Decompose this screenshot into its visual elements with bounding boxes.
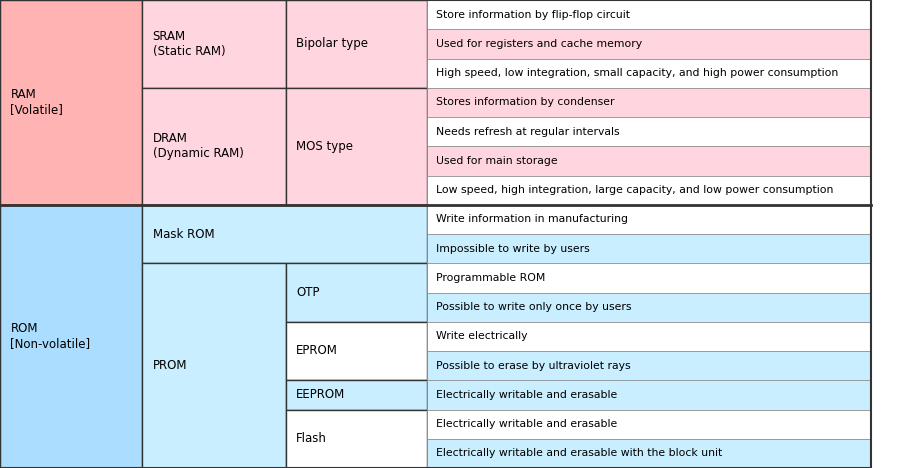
Text: RAM
[Volatile]: RAM [Volatile] bbox=[10, 88, 63, 117]
Text: Bipolar type: Bipolar type bbox=[297, 37, 368, 51]
Text: ROM
[Non-volatile]: ROM [Non-volatile] bbox=[10, 322, 91, 351]
Text: OTP: OTP bbox=[297, 286, 319, 299]
Text: Flash: Flash bbox=[297, 432, 327, 445]
Bar bbox=[427, 117, 871, 146]
Bar bbox=[285, 380, 427, 410]
Bar bbox=[427, 205, 871, 234]
Text: Stores information by condenser: Stores information by condenser bbox=[436, 97, 614, 107]
Bar bbox=[285, 322, 427, 380]
Text: Mask ROM: Mask ROM bbox=[152, 227, 214, 241]
Bar bbox=[142, 88, 285, 205]
Text: Programmable ROM: Programmable ROM bbox=[436, 273, 545, 283]
Text: PROM: PROM bbox=[152, 359, 187, 372]
Bar bbox=[142, 263, 285, 468]
Bar bbox=[427, 263, 871, 292]
Bar bbox=[0, 0, 142, 205]
Text: DRAM
(Dynamic RAM): DRAM (Dynamic RAM) bbox=[152, 132, 243, 160]
Bar bbox=[427, 176, 871, 205]
Bar bbox=[285, 410, 427, 468]
Bar bbox=[427, 292, 871, 322]
Text: Used for main storage: Used for main storage bbox=[436, 156, 557, 166]
Bar bbox=[285, 0, 427, 88]
Text: Write information in manufacturing: Write information in manufacturing bbox=[436, 214, 628, 224]
Text: SRAM
(Static RAM): SRAM (Static RAM) bbox=[152, 30, 225, 58]
Text: Possible to write only once by users: Possible to write only once by users bbox=[436, 302, 632, 312]
Bar bbox=[142, 0, 285, 88]
Bar bbox=[427, 0, 871, 29]
Bar bbox=[427, 234, 871, 263]
Bar bbox=[427, 88, 871, 117]
Bar bbox=[427, 322, 871, 351]
Bar bbox=[285, 263, 427, 322]
Bar bbox=[427, 380, 871, 410]
Text: EPROM: EPROM bbox=[297, 344, 338, 358]
Text: Store information by flip-flop circuit: Store information by flip-flop circuit bbox=[436, 10, 630, 20]
Text: MOS type: MOS type bbox=[297, 140, 353, 153]
Text: Electrically writable and erasable: Electrically writable and erasable bbox=[436, 419, 617, 429]
Text: Possible to erase by ultraviolet rays: Possible to erase by ultraviolet rays bbox=[436, 361, 631, 371]
Bar bbox=[427, 351, 871, 380]
Text: High speed, low integration, small capacity, and high power consumption: High speed, low integration, small capac… bbox=[436, 68, 838, 78]
Bar bbox=[285, 88, 427, 205]
Text: Used for registers and cache memory: Used for registers and cache memory bbox=[436, 39, 642, 49]
Text: Electrically writable and erasable with the block unit: Electrically writable and erasable with … bbox=[436, 448, 722, 458]
Text: Low speed, high integration, large capacity, and low power consumption: Low speed, high integration, large capac… bbox=[436, 185, 834, 195]
Bar bbox=[427, 410, 871, 439]
Bar bbox=[427, 439, 871, 468]
Text: Write electrically: Write electrically bbox=[436, 331, 527, 341]
Text: Electrically writable and erasable: Electrically writable and erasable bbox=[436, 390, 617, 400]
Bar bbox=[0, 205, 142, 468]
Text: Impossible to write by users: Impossible to write by users bbox=[436, 244, 589, 254]
Text: EEPROM: EEPROM bbox=[297, 388, 345, 402]
Bar bbox=[427, 146, 871, 176]
Bar bbox=[142, 205, 427, 263]
Text: Needs refresh at regular intervals: Needs refresh at regular intervals bbox=[436, 127, 620, 137]
Bar bbox=[427, 58, 871, 88]
Bar bbox=[427, 29, 871, 58]
